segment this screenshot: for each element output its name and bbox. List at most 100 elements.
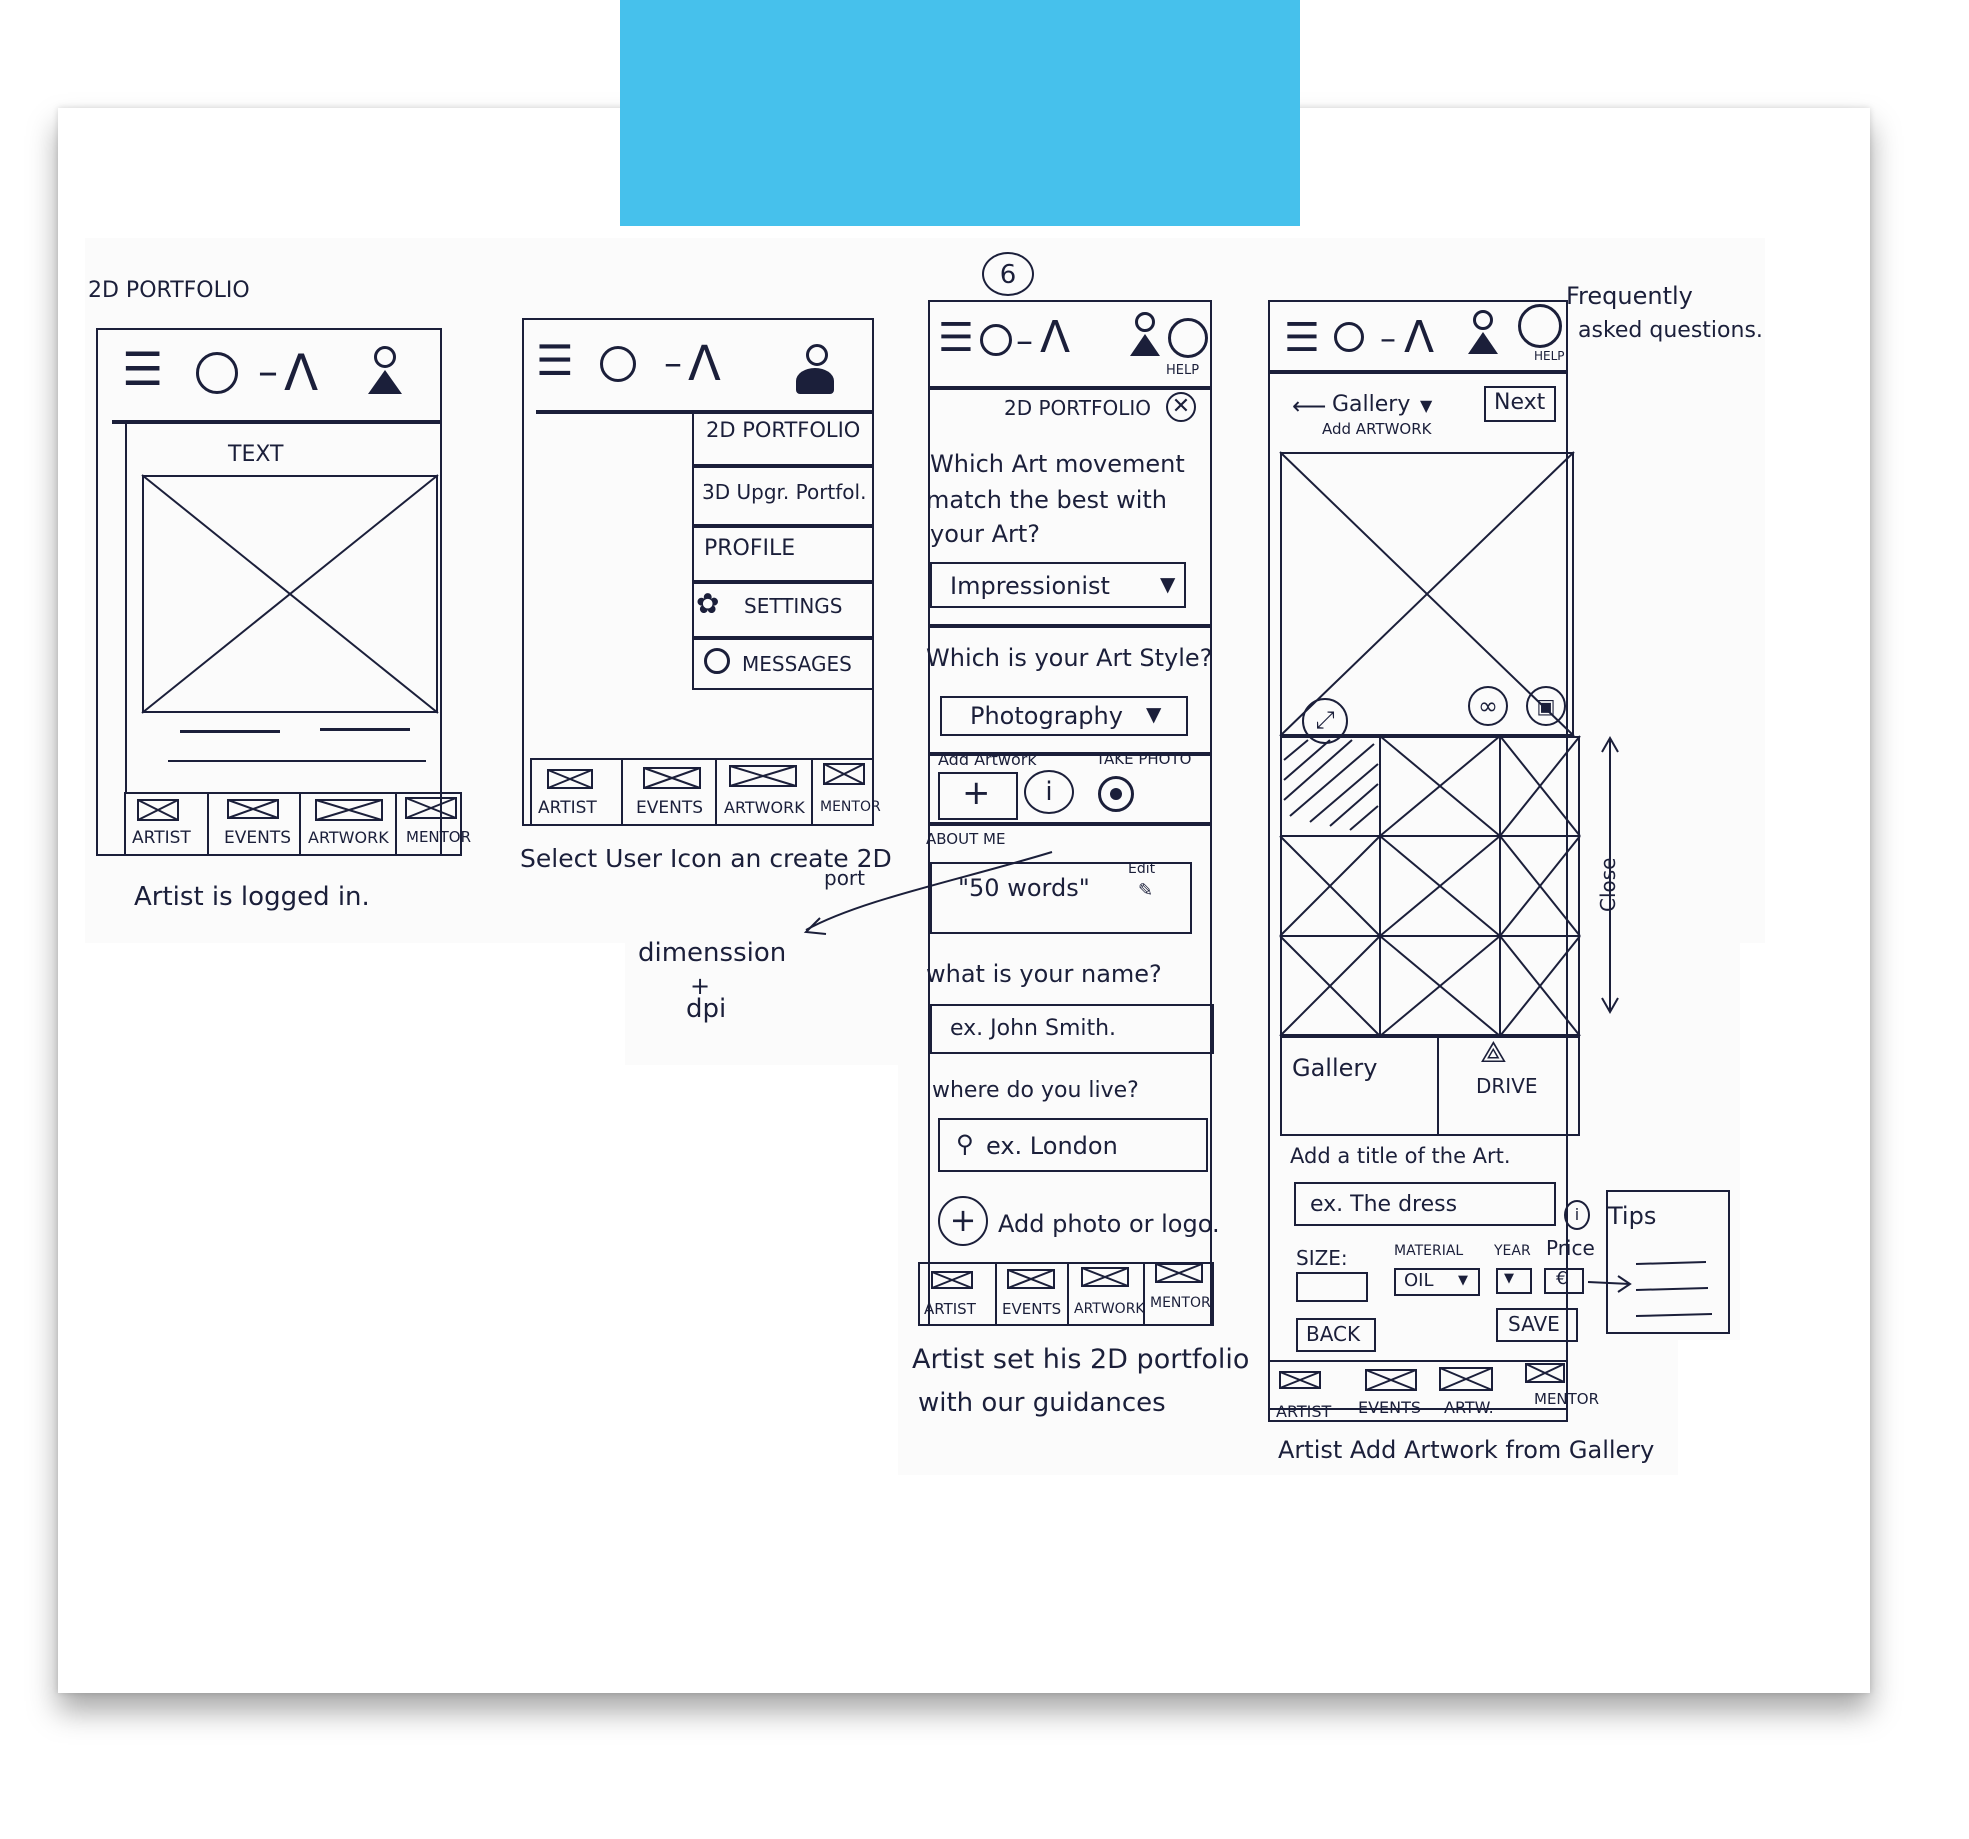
gallery-tab[interactable]: Gallery [1292,1054,1378,1082]
nav-mentor-1[interactable]: MENTOR [406,828,472,846]
currency-label: € [1556,1268,1568,1289]
text-squiggle-2 [320,728,410,731]
menu-icon[interactable]: ☰ [938,315,974,361]
close-icon[interactable]: ✕ [1166,392,1196,422]
save-button[interactable] [1496,1308,1578,1342]
nav-artwork-1[interactable]: ARTWORK [308,828,389,847]
material-select[interactable] [1394,1268,1480,1296]
next-button[interactable] [1484,386,1556,422]
year-select[interactable] [1496,1268,1532,1294]
title-placeholder: ex. The dress [1310,1192,1458,1217]
edit-icon[interactable]: ✎ [1138,880,1154,901]
help-label[interactable]: HELP [1534,349,1565,363]
nav-events-1[interactable]: EVENTS [224,828,292,848]
menu-divider [692,464,874,468]
search-icon[interactable] [600,346,636,382]
menu-icon[interactable]: ☰ [122,342,164,396]
up-icon[interactable]: Λ [1040,312,1071,363]
bottom-nav-3 [918,1262,1214,1326]
nav-artist-4[interactable]: ARTIST [1276,1402,1332,1421]
gallery-back-label[interactable]: Gallery [1332,392,1411,417]
chevron-down-icon: ▼ [1146,702,1162,726]
location-placeholder: ex. London [986,1132,1118,1160]
annotation-line1: dimenssion [638,938,787,968]
sketch-photo-tips [1600,380,1740,1340]
header-divider-4 [1268,370,1568,374]
help-label[interactable]: HELP [1166,363,1200,378]
chevron-down-icon: ▼ [1160,572,1176,596]
search-icon[interactable] [1334,322,1364,352]
add-artwork-button[interactable] [938,772,1018,820]
menu-item-settings[interactable]: SETTINGS [744,594,843,618]
header-divider-3 [928,386,1212,390]
name-input[interactable] [930,1004,1214,1054]
info-icon[interactable]: i [1024,770,1074,814]
take-photo-icon[interactable] [1098,776,1134,812]
info-icon[interactable]: i [1564,1200,1590,1230]
help-bubble-icon[interactable] [1518,304,1562,348]
menu-item-messages[interactable]: MESSAGES [742,652,852,676]
user-menu-panel [692,410,874,690]
up-icon[interactable]: Λ [284,344,319,402]
nav-mentor-2[interactable]: MENTOR [820,799,881,815]
nav-events-2[interactable]: EVENTS [636,798,704,818]
infinity-icon[interactable]: ∞ [1468,686,1508,726]
edit-label[interactable]: Edit [1128,861,1156,877]
nav-events-4[interactable]: EVENTS [1358,1398,1422,1417]
up-icon[interactable]: Λ [1404,312,1435,363]
user-avatar-icon[interactable] [368,346,402,394]
user-avatar-icon[interactable] [1130,312,1160,356]
back-button[interactable] [1296,1318,1376,1352]
size-label: SIZE: [1296,1246,1348,1270]
menu-item-3d-portfolio[interactable]: 3D Upgr. Portfol. [702,480,867,504]
up-icon[interactable]: Λ [688,336,721,392]
location-input[interactable] [938,1118,1208,1172]
price-input[interactable] [1544,1268,1584,1294]
q2-label: Which is your Art Style? [926,644,1213,672]
nav-mentor-3[interactable]: MENTOR [1150,1295,1211,1311]
menu-icon[interactable]: ☰ [1284,315,1320,361]
screen2-caption-line2: port [824,866,865,890]
bottom-nav-1 [124,792,462,856]
section-divider [928,624,1212,628]
art-movement-select[interactable] [930,562,1186,608]
screen1-heading: 2D PORTFOLIO [88,278,250,303]
tips-panel [1606,1190,1730,1334]
nav-events-3[interactable]: EVENTS [1002,1300,1062,1318]
q3-label: what is your name? [926,960,1162,988]
text-squiggle [180,730,280,733]
add-photo-label[interactable]: Add photo or logo. [998,1210,1220,1238]
close-label[interactable]: Close [1596,857,1620,912]
add-photo-icon[interactable]: + [938,1196,988,1246]
nav-artwork-4[interactable]: ARTW. [1444,1398,1494,1417]
back-arrow-icon[interactable]: ⟵ [1292,392,1327,420]
art-style-select[interactable] [940,696,1188,736]
save-button-label: SAVE [1508,1312,1560,1336]
menu-item-profile[interactable]: PROFILE [704,536,796,561]
drive-tab[interactable]: DRIVE [1476,1074,1538,1098]
add-artwork-sublabel: Add ARTWORK [1322,420,1432,438]
title-input[interactable] [1294,1182,1556,1226]
q4-label: where do you live? [932,1078,1139,1103]
nav-artwork-3[interactable]: ARTWORK [1074,1301,1145,1317]
settings-icon: ✿ [696,587,720,620]
next-label: Next [1494,390,1546,415]
size-input[interactable] [1296,1272,1368,1302]
nav-mentor-4[interactable]: MENTOR [1534,1390,1600,1408]
menu-icon[interactable]: ☰ [536,336,574,385]
user-avatar-icon[interactable] [1468,310,1498,354]
search-icon[interactable] [980,324,1012,356]
text-line-placeholder [168,760,426,762]
nav-artist-1[interactable]: ARTIST [132,828,191,848]
crop-icon[interactable]: ▣ [1526,686,1566,726]
about-label: ABOUT ME [926,830,1006,848]
nav-artist-2[interactable]: ARTIST [538,798,597,818]
dash-icon: – [664,343,682,384]
menu-item-2d-portfolio[interactable]: 2D PORTFOLIO [706,418,861,442]
title-question: Add a title of the Art. [1290,1144,1511,1168]
user-avatar-icon[interactable] [792,344,846,394]
help-bubble-icon[interactable] [1168,318,1208,358]
nav-artist-3[interactable]: ARTIST [924,1300,976,1318]
search-icon[interactable] [196,352,238,394]
nav-artwork-2[interactable]: ARTWORK [724,798,805,817]
